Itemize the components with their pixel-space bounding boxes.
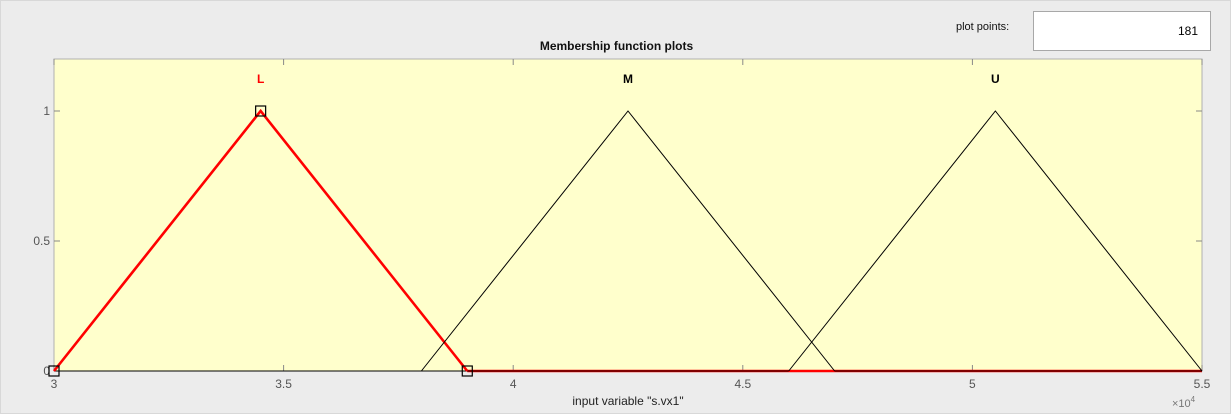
- mf-m-line[interactable]: [420, 110, 836, 372]
- plot-area[interactable]: [53, 58, 1203, 372]
- mf-u-line[interactable]: [788, 110, 1203, 372]
- mf-label-l[interactable]: L: [257, 72, 264, 86]
- x-tick-label: 4.5: [734, 377, 751, 391]
- mf-label-u[interactable]: U: [991, 72, 1000, 86]
- y-tick-label: 0.5: [33, 234, 50, 248]
- x-axis-label: input variable "s.vx1": [572, 394, 683, 408]
- mf-handle[interactable]: [461, 365, 473, 377]
- x-tick-label: 4: [510, 377, 517, 391]
- plot-points-label: plot points:: [956, 21, 1010, 33]
- mf-handle[interactable]: [255, 105, 267, 117]
- membership-functions[interactable]: [48, 105, 1203, 377]
- x-exponent-base: ×10: [1172, 398, 1191, 410]
- plot-title: Membership function plots: [539, 39, 694, 53]
- x-tick-label: 3: [51, 377, 58, 391]
- mf-label-m[interactable]: M: [623, 72, 633, 86]
- mf-handle[interactable]: [48, 365, 60, 377]
- x-axis-exponent: ×104: [1172, 395, 1196, 410]
- plot-points-input[interactable]: [1033, 11, 1211, 51]
- x-tick-label: 3.5: [275, 377, 292, 391]
- y-tick-label: 1: [43, 104, 50, 118]
- x-tick-label: 5.5: [1194, 377, 1211, 391]
- x-exponent-power: 4: [1191, 395, 1196, 404]
- y-tick-label: 0: [43, 364, 50, 378]
- x-tick-label: 5: [969, 377, 976, 391]
- mf-l-line[interactable]: [52, 108, 469, 372]
